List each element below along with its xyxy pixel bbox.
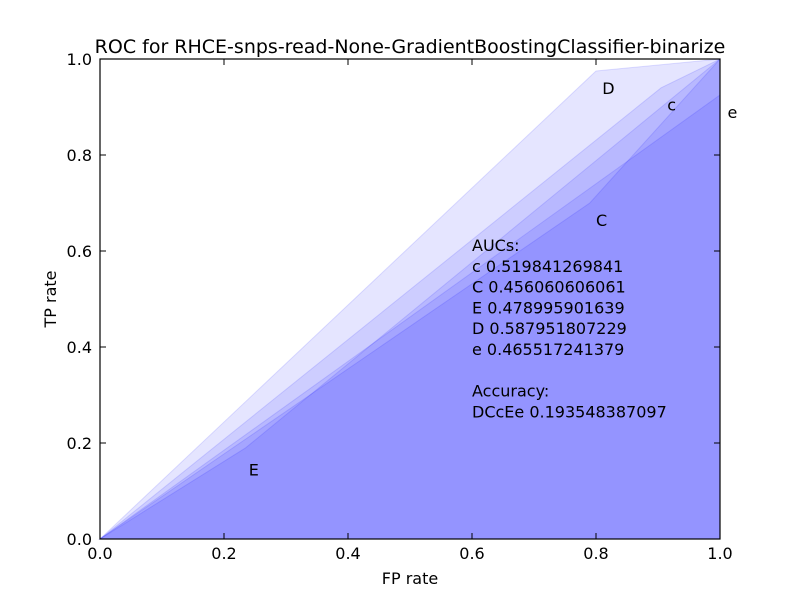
annotation-line: AUCs: — [472, 236, 520, 255]
y-tick-label: 0.2 — [67, 434, 92, 453]
y-axis-ticks: 0.0 0.2 0.4 0.6 0.8 1.0 — [67, 50, 720, 549]
x-tick-label: 1.0 — [707, 544, 732, 563]
annotation-line: Accuracy: — [472, 382, 549, 401]
x-tick-label: 0.6 — [459, 544, 484, 563]
plot-frame — [99, 58, 721, 540]
x-tick-label: 0.0 — [87, 544, 112, 563]
curve-label-E: E — [249, 460, 259, 479]
plot-area — [100, 59, 720, 539]
annotation-line: E 0.478995901639 — [472, 298, 625, 317]
curve-label-e: e — [727, 103, 737, 122]
y-axis-label: TP rate — [41, 270, 60, 328]
y-tick-label: 0.4 — [67, 338, 92, 357]
y-tick-label: 0.0 — [67, 530, 92, 549]
x-axis-ticks: 0.0 0.2 0.4 0.6 0.8 1.0 — [87, 59, 733, 563]
x-tick-label: 0.2 — [211, 544, 236, 563]
chart-title: ROC for RHCE-snps-read-None-GradientBoos… — [95, 36, 726, 58]
annotation-line: c 0.519841269841 — [472, 257, 623, 276]
y-tick-label: 0.8 — [67, 146, 92, 165]
y-tick-label: 0.6 — [67, 242, 92, 261]
curve-labels: Dc C Ee — [249, 79, 737, 480]
x-axis-label: FP rate — [382, 569, 438, 588]
curve-label-C: C — [596, 211, 607, 230]
curve-label-D: D — [602, 79, 614, 98]
annotation-line: DCcEe 0.193548387097 — [472, 402, 667, 421]
annotation-line: D 0.587951807229 — [472, 319, 627, 338]
roc-areas — [98, 57, 721, 540]
y-tick-label: 1.0 — [67, 50, 92, 69]
x-tick-label: 0.8 — [583, 544, 608, 563]
curve-label-c: c — [667, 96, 676, 115]
annotation-line: C 0.456060606061 — [472, 278, 626, 297]
x-tick-label: 0.4 — [335, 544, 360, 563]
annotation-line: e 0.465517241379 — [472, 340, 624, 359]
